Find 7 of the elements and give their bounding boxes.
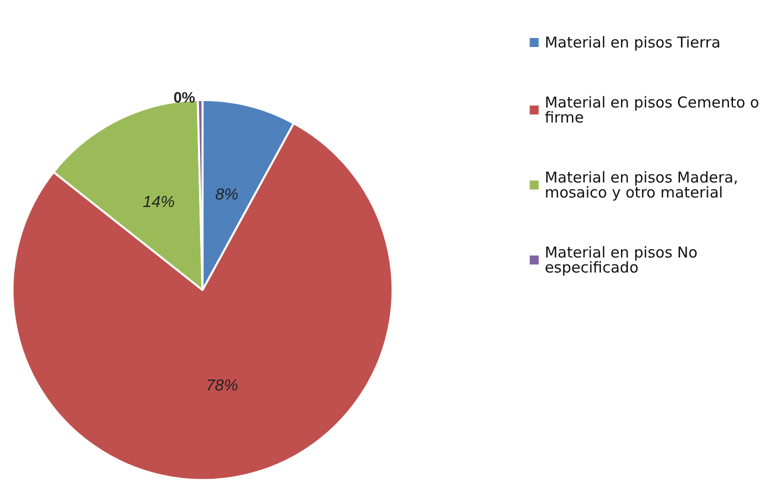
data-label: 8% bbox=[215, 186, 238, 204]
data-label: 78% bbox=[206, 378, 238, 395]
legend-label: Material en pisos Madera, mosaico y otro material bbox=[544, 168, 743, 202]
legend-label: Material en pisos No especificado bbox=[544, 244, 702, 276]
data-label: 14% bbox=[142, 194, 175, 211]
legend-label: Material en pisos Tierra bbox=[544, 34, 721, 52]
legend-label: Material en pisos Cemento o firme bbox=[544, 94, 764, 126]
